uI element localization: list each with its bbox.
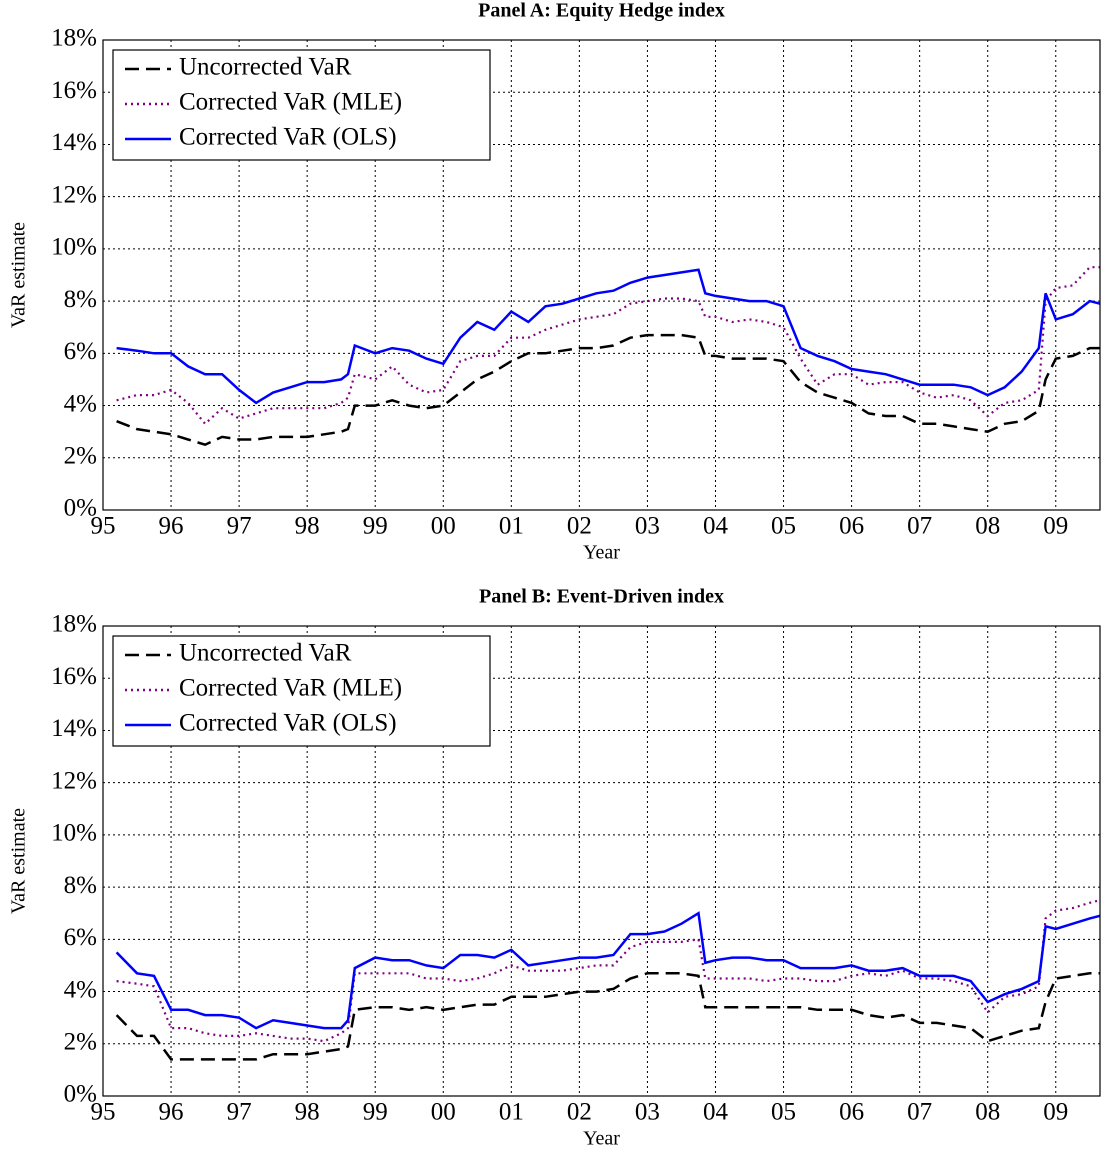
x-tick-label: 05 (771, 1099, 796, 1126)
x-tick-label: 04 (703, 1099, 729, 1126)
x-tick-label: 02 (567, 513, 592, 540)
legend-label: Corrected VaR (MLE) (179, 89, 402, 116)
x-tick-label: 07 (907, 513, 932, 540)
y-axis-label: VaR estimate (8, 808, 30, 914)
y-tick-label: 8% (64, 286, 97, 313)
line (115, 972, 1100, 1061)
y-tick-label: 12% (51, 181, 97, 208)
legend-label: Corrected VaR (OLS) (179, 124, 397, 151)
y-tick-label: 4% (64, 390, 97, 417)
x-tick-label: 04 (703, 513, 729, 540)
y-tick-label: 18% (51, 611, 97, 638)
legend-label: Corrected VaR (OLS) (179, 710, 397, 737)
y-tick-label: 2% (64, 443, 97, 470)
x-tick-label: 02 (567, 1099, 592, 1126)
chart-title: Panel B: Event-Driven index (479, 586, 724, 608)
panel: Panel A: Equity Hedge index 0% 2% 4% 6% 8% 10%… (8, 0, 1101, 564)
x-tick-label: 05 (771, 513, 796, 540)
x-tick-label: 09 (1043, 513, 1068, 540)
x-tick-label: 06 (839, 1099, 864, 1126)
line (115, 911, 1101, 1030)
x-tick-label: 99 (363, 1099, 388, 1126)
y-tick-label: 0% (64, 1081, 97, 1108)
y-tick-label: 16% (51, 77, 97, 104)
x-tick-label: 08 (975, 1099, 1000, 1126)
plot-frame (102, 625, 1101, 1097)
x-tick-label: 01 (499, 1099, 524, 1126)
y-tick-label: 6% (64, 924, 97, 951)
y-tick-label: 18% (51, 25, 97, 52)
line (116, 333, 1100, 447)
x-tick-label: 98 (295, 1099, 320, 1126)
x-tick-label: 00 (431, 513, 456, 540)
x-tick-label: 01 (499, 513, 524, 540)
x-tick-label: 97 (227, 1099, 252, 1126)
y-axis-label: VaR estimate (8, 222, 30, 328)
x-tick-label: 98 (295, 513, 320, 540)
y-tick-label: 8% (64, 872, 97, 899)
legend-label: Uncorrected VaR (179, 640, 352, 667)
x-tick-label: 95 (91, 1099, 116, 1126)
y-tick-label: 10% (51, 234, 97, 261)
x-tick-label: 08 (975, 513, 1000, 540)
x-tick-label: 97 (227, 513, 252, 540)
x-tick-label: 06 (839, 513, 864, 540)
line (116, 899, 1101, 1043)
legend-label: Corrected VaR (MLE) (179, 675, 402, 702)
panel: Panel B: Event-Driven index 0% 2% 4% 6% 8% 10%… (8, 586, 1101, 1150)
x-tick-label: 03 (635, 513, 660, 540)
x-tick-label: 07 (907, 1099, 932, 1126)
legend: Uncorrected VaR Corrected VaR (MLE) Correc… (112, 49, 491, 161)
x-tick-label: 96 (159, 1099, 184, 1126)
y-tick-label: 4% (64, 976, 97, 1003)
legend-box (112, 49, 491, 161)
y-tick-label: 12% (51, 767, 97, 794)
y-tick-label: 0% (64, 495, 97, 522)
x-tick-label: 96 (159, 513, 184, 540)
y-tick-label: 14% (51, 715, 97, 742)
x-axis-label: Year (583, 542, 620, 564)
x-tick-label: 99 (363, 513, 388, 540)
line (116, 268, 1101, 405)
y-tick-label: 2% (64, 1029, 97, 1056)
x-tick-label: 95 (91, 513, 116, 540)
y-tick-label: 6% (64, 338, 97, 365)
legend-box (112, 635, 491, 747)
plot-frame (102, 39, 1101, 511)
x-tick-label: 09 (1043, 1099, 1068, 1126)
x-tick-label: 03 (635, 1099, 660, 1126)
chart-title: Panel A: Equity Hedge index (478, 0, 725, 22)
x-axis-label: Year (583, 1128, 620, 1150)
y-tick-label: 14% (51, 129, 97, 156)
y-tick-label: 10% (51, 820, 97, 847)
x-tick-label: 00 (431, 1099, 456, 1126)
legend-label: Uncorrected VaR (179, 54, 352, 81)
legend: Uncorrected VaR Corrected VaR (MLE) Correc… (112, 635, 491, 747)
y-tick-label: 16% (51, 663, 97, 690)
